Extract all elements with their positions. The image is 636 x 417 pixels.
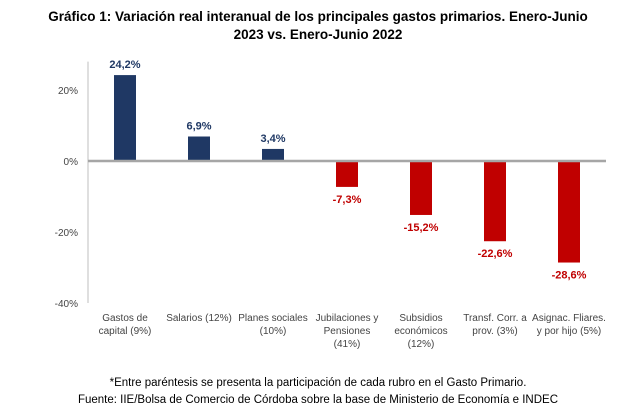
- y-tick-label: 20%: [58, 86, 78, 97]
- footnote: *Entre paréntesis se presenta la partici…: [109, 377, 527, 389]
- data-label: 3,4%: [260, 133, 285, 145]
- bar: [114, 75, 136, 161]
- x-category-label: Jubilaciones y Pensiones (41%): [316, 313, 379, 350]
- x-category-label: Asignac. Fliares. y por hijo (5%): [532, 313, 606, 337]
- data-label: -15,2%: [404, 222, 439, 234]
- data-label: -28,6%: [552, 270, 587, 282]
- data-label: 6,9%: [186, 121, 211, 133]
- y-tick-label: -40%: [55, 299, 78, 310]
- data-label: -22,6%: [478, 248, 513, 260]
- x-category-label: Subsidios económicos (12%): [394, 313, 447, 350]
- chart-axes: 20% 0% -20% -40%: [55, 61, 89, 310]
- source-note: Fuente: IIE/Bolsa de Comercio de Córdoba…: [77, 394, 559, 406]
- bar: [336, 161, 358, 187]
- chart-title-line-2: 2023 vs. Enero-Junio 2022: [233, 27, 403, 42]
- x-category-label: Salarios (12%): [166, 313, 232, 324]
- data-label: -7,3%: [333, 194, 362, 206]
- bar: [410, 161, 432, 215]
- y-tick-label: 0%: [64, 157, 79, 168]
- chart-title: Gráfico 1: Variación real interanual de …: [0, 8, 636, 44]
- bar: [188, 136, 210, 161]
- data-label: 24,2%: [109, 59, 140, 71]
- bar: [558, 161, 580, 263]
- x-category-label: Planes sociales (10%): [238, 313, 307, 337]
- chart-bars: [114, 75, 580, 263]
- y-tick-label: -20%: [55, 228, 78, 239]
- bar: [484, 161, 506, 242]
- bar: [262, 148, 284, 161]
- x-category-label: Transf. Corr. a prov. (3%): [463, 313, 527, 337]
- chart-title-line-1: Gráfico 1: Variación real interanual de …: [48, 9, 588, 24]
- chart-labels: 24,2% Gastos de capital (9%) 6,9% Salarios (…: [99, 59, 606, 350]
- x-category-label: Gastos de capital (9%): [99, 313, 152, 337]
